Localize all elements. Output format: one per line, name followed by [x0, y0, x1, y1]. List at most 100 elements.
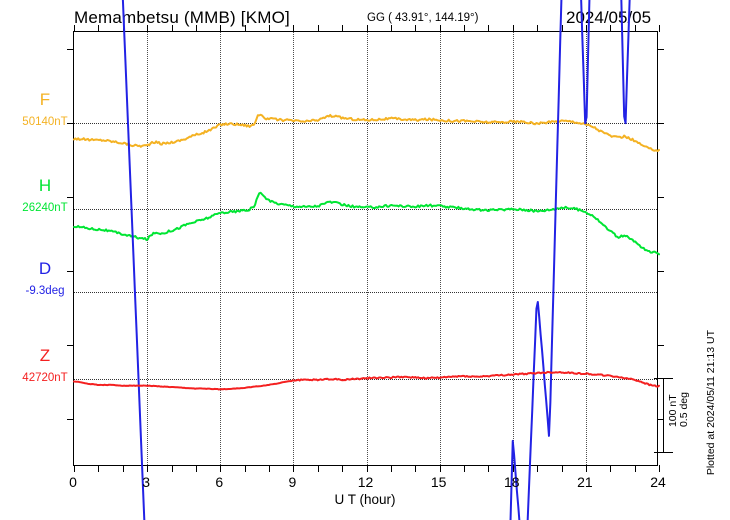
x-axis-tick — [537, 25, 539, 32]
x-axis-tick — [244, 465, 246, 472]
x-axis-tick — [366, 465, 368, 472]
x-tick-label: 3 — [142, 474, 151, 490]
x-axis-tick — [659, 25, 660, 32]
x-axis-tick — [634, 25, 636, 32]
baseline-z — [74, 379, 657, 380]
x-axis-tick — [342, 25, 344, 32]
plot-area — [67, 0, 664, 520]
x-axis-tick — [610, 465, 612, 472]
x-tick-label: 15 — [430, 474, 447, 490]
scale-deg: 0.5 deg — [678, 392, 690, 428]
page-title: Memambetsu (MMB) [KMO] — [74, 8, 290, 27]
trace-f — [73, 113, 660, 153]
trace-d — [121, 0, 631, 520]
y-axis-tick — [67, 271, 74, 272]
x-axis-tick — [220, 25, 222, 32]
trace-layer — [73, 0, 660, 520]
component-baseline-f: 50140nT — [22, 116, 68, 128]
x-axis-tick — [464, 465, 465, 472]
gridline-vertical — [512, 32, 514, 465]
x-axis-tick — [415, 465, 417, 472]
x-tick-label: 6 — [215, 474, 224, 490]
x-axis-tick — [269, 465, 270, 472]
x-axis-tick — [293, 25, 295, 32]
y-axis-tick — [657, 271, 664, 272]
scale-bar-top-cap — [654, 378, 673, 379]
component-name-h: H — [38, 176, 52, 195]
x-axis-tick — [585, 465, 587, 472]
y-axis-tick — [67, 419, 74, 420]
x-tick-label: 24 — [650, 474, 666, 490]
x-axis-tick — [171, 465, 173, 472]
x-axis-tick — [659, 465, 660, 472]
y-axis-tick — [657, 345, 664, 346]
scale-bar — [654, 378, 673, 453]
x-axis-tick — [366, 25, 368, 32]
trace-z — [73, 370, 660, 391]
y-axis-tick — [67, 49, 74, 50]
x-axis-tick — [220, 465, 222, 472]
component-name-z: Z — [39, 346, 51, 365]
x-axis-tick — [98, 25, 100, 32]
x-axis-tick — [390, 25, 392, 32]
component-name-d: D — [38, 259, 52, 278]
geographic-coordinates: GG ( 43.91°, 144.19°) — [367, 12, 479, 24]
x-axis-tick — [464, 25, 465, 32]
y-axis-tick — [67, 345, 74, 346]
x-axis-tick — [317, 465, 319, 472]
x-axis-tick — [585, 25, 587, 32]
x-axis-tick — [74, 25, 75, 32]
x-tick-label: 21 — [577, 474, 593, 490]
gridline-vertical — [366, 32, 368, 465]
gridline-vertical — [439, 32, 441, 465]
x-axis-tick — [439, 25, 441, 32]
x-axis-tick — [122, 465, 124, 472]
y-axis-tick — [657, 197, 664, 198]
x-axis-tick — [390, 465, 392, 472]
x-axis-tick — [317, 25, 319, 32]
y-axis-tick — [67, 123, 74, 124]
plotted-at-timestamp: Plotted at 2024/05/11 21:13 UT — [705, 330, 717, 476]
component-name-f: F — [39, 90, 51, 109]
component-baseline-z: 42720nT — [22, 372, 68, 384]
baseline-h — [74, 209, 657, 210]
x-axis-tick — [415, 25, 417, 32]
x-axis-tick — [342, 465, 344, 472]
x-axis-tick — [195, 25, 197, 32]
x-axis-tick — [439, 465, 441, 472]
baseline-f — [74, 123, 657, 124]
gridline-vertical — [147, 32, 149, 465]
x-axis-tick — [147, 465, 149, 472]
x-axis-tick — [147, 25, 149, 32]
x-tick-label: 9 — [288, 474, 297, 490]
x-axis-tick — [74, 465, 75, 472]
component-baseline-d: -9.3deg — [25, 285, 65, 297]
x-axis-tick — [512, 465, 514, 472]
x-axis-tick — [171, 25, 173, 32]
x-axis-tick — [98, 465, 100, 472]
trace-h — [73, 191, 660, 256]
x-axis-tick — [561, 465, 563, 472]
x-axis-tick — [269, 25, 270, 32]
x-axis-tick — [293, 465, 295, 472]
y-axis-tick — [657, 49, 664, 50]
x-axis-title: U T (hour) — [334, 492, 396, 507]
x-axis-tick — [488, 465, 490, 472]
x-axis-tick — [195, 465, 197, 472]
gridline-vertical — [585, 32, 587, 465]
scale-bar-label: 100 nT 0.5 deg — [667, 392, 690, 428]
x-tick-label: 18 — [503, 474, 520, 490]
x-axis-tick — [512, 25, 514, 32]
y-axis-tick — [657, 123, 664, 124]
x-axis-tick — [561, 25, 563, 32]
gridline-vertical — [220, 32, 222, 465]
gridline-vertical — [293, 32, 295, 465]
x-axis-tick — [488, 25, 490, 32]
scale-bar-bottom-cap — [654, 452, 673, 453]
y-axis-tick — [67, 197, 74, 198]
baseline-d — [74, 292, 657, 293]
x-tick-label: 12 — [357, 474, 374, 490]
x-axis-tick — [537, 465, 539, 472]
x-axis-tick — [244, 25, 246, 32]
